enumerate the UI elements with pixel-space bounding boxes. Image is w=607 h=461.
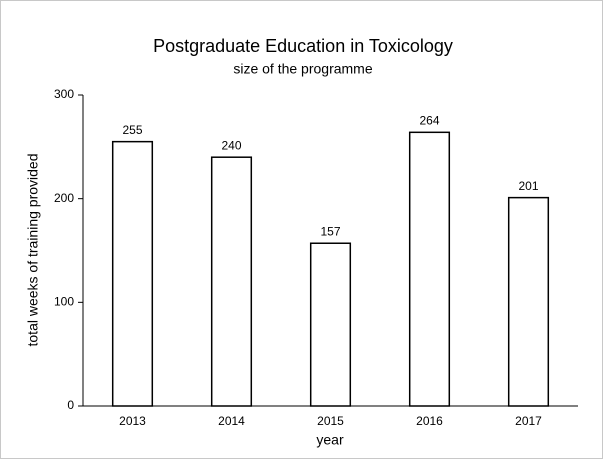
bar [507, 196, 550, 407]
bar [408, 131, 451, 407]
x-tick-label: 2016 [416, 414, 443, 428]
y-tick-label: 0 [67, 398, 74, 412]
y-tick-label: 200 [54, 191, 74, 205]
data-label: 201 [518, 179, 538, 193]
x-tick-label: 2015 [317, 414, 344, 428]
data-label: 240 [221, 138, 241, 152]
y-tick-label: 300 [54, 87, 74, 101]
x-tick-label: 2017 [515, 414, 542, 428]
x-tick-label: 2014 [218, 414, 245, 428]
bar [210, 156, 253, 407]
bar [111, 140, 154, 407]
bar [309, 242, 352, 407]
data-label: 255 [122, 123, 142, 137]
y-axis-label: total weeks of training provided [25, 154, 41, 347]
x-tick-label: 2013 [119, 414, 146, 428]
data-label: 157 [320, 224, 340, 238]
y-tick-label: 100 [54, 295, 74, 309]
chart-title: Postgraduate Education in Toxicology [153, 36, 453, 56]
data-label: 264 [419, 113, 439, 127]
x-axis-label: year [316, 432, 344, 448]
chart-subtitle: size of the programme [233, 61, 372, 77]
